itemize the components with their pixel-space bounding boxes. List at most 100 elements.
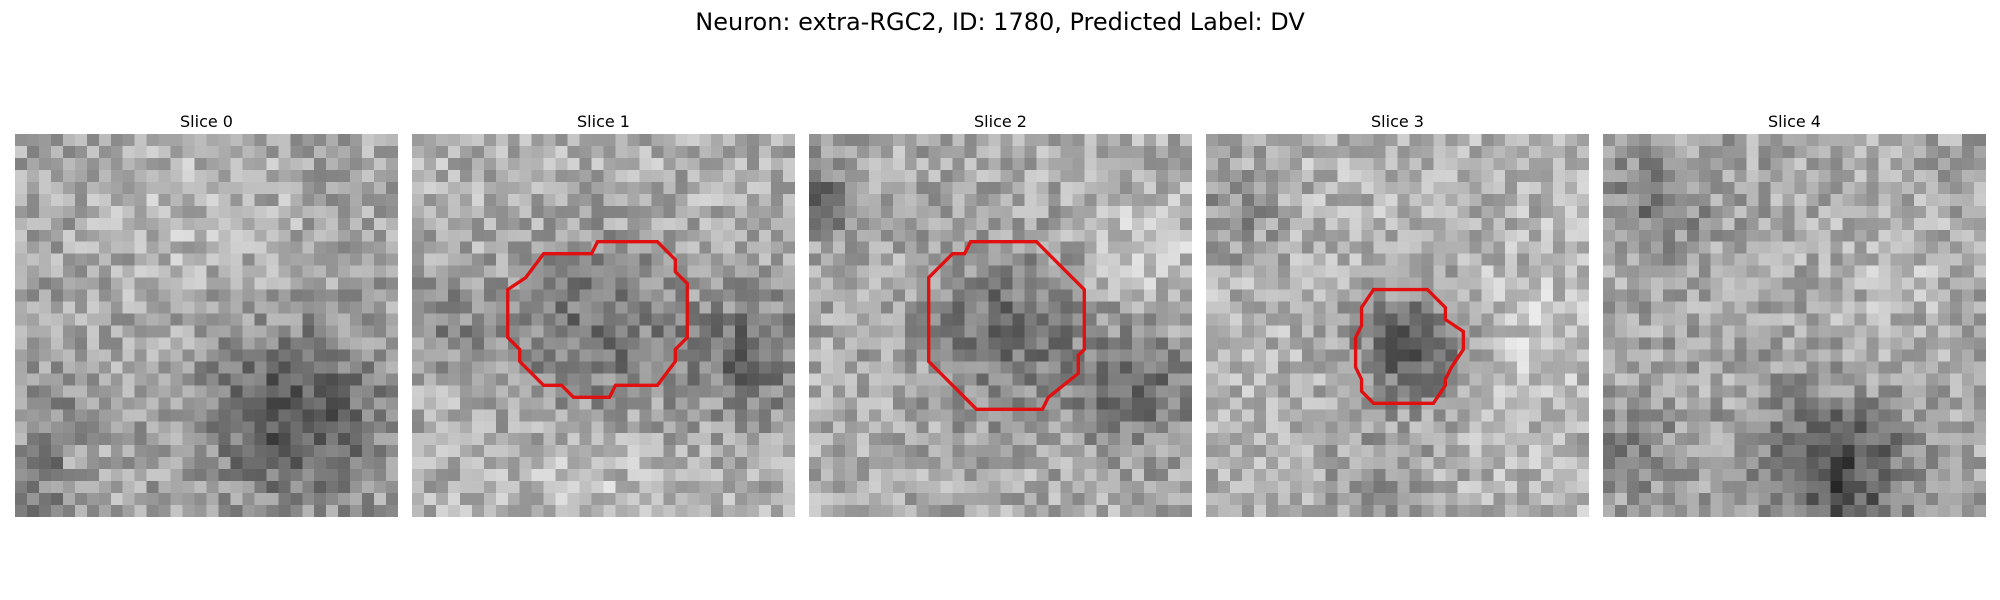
pixel xyxy=(326,457,339,470)
pixel xyxy=(86,169,100,183)
pixel xyxy=(386,169,398,183)
pixel xyxy=(1938,229,1951,242)
pixel xyxy=(1180,457,1192,470)
pixel xyxy=(892,181,905,195)
pixel xyxy=(1638,193,1652,207)
pixel xyxy=(495,289,508,302)
pixel xyxy=(314,373,327,386)
pixel xyxy=(1144,134,1157,147)
pixel xyxy=(1529,181,1542,195)
pixel xyxy=(1265,505,1279,517)
pixel xyxy=(1241,289,1255,302)
pixel xyxy=(1902,313,1915,326)
pixel xyxy=(26,409,40,422)
pixel xyxy=(1842,205,1855,219)
pixel xyxy=(1036,493,1049,506)
pixel xyxy=(1325,493,1338,506)
pixel xyxy=(579,253,592,266)
pixel xyxy=(555,193,568,207)
pixel xyxy=(362,241,375,254)
pixel xyxy=(699,457,712,470)
pixel xyxy=(423,433,437,446)
pixel xyxy=(952,169,965,183)
pixel xyxy=(447,157,461,171)
pixel xyxy=(471,277,485,290)
pixel xyxy=(146,301,159,314)
pixel xyxy=(26,481,40,494)
pixel xyxy=(435,301,449,314)
pixel xyxy=(519,397,532,410)
pixel xyxy=(1265,385,1279,398)
pixel xyxy=(38,241,52,254)
pixel xyxy=(1854,373,1867,386)
pixel xyxy=(868,241,882,254)
pixel xyxy=(1457,433,1470,446)
pixel xyxy=(1469,481,1482,494)
pixel xyxy=(495,337,508,350)
pixel xyxy=(423,469,437,482)
pixel xyxy=(1132,229,1145,242)
pixel xyxy=(1758,265,1771,278)
pixel xyxy=(230,289,243,302)
pixel xyxy=(1603,337,1616,350)
pixel xyxy=(555,289,568,302)
pixel xyxy=(940,385,953,398)
pixel xyxy=(809,349,822,362)
pixel xyxy=(1938,325,1951,338)
pixel xyxy=(1132,385,1145,398)
pixel xyxy=(1409,313,1422,326)
pixel xyxy=(868,181,882,195)
pixel xyxy=(386,134,398,147)
pixel xyxy=(868,289,882,302)
pixel xyxy=(1000,205,1013,219)
pixel xyxy=(783,193,795,207)
pixel xyxy=(483,157,497,171)
pixel xyxy=(1698,134,1711,147)
pixel xyxy=(868,457,882,470)
pixel xyxy=(26,241,40,254)
pixel xyxy=(483,253,497,266)
pixel xyxy=(1758,289,1771,302)
pixel xyxy=(1529,134,1542,147)
pixel xyxy=(338,493,351,506)
pixel xyxy=(1698,445,1711,458)
pixel xyxy=(615,421,628,434)
pixel xyxy=(1505,469,1518,482)
pixel xyxy=(1385,241,1398,254)
pixel xyxy=(699,205,712,219)
pixel xyxy=(1469,325,1482,338)
pixel xyxy=(74,277,88,290)
pixel xyxy=(1206,445,1219,458)
pixel xyxy=(1854,421,1867,434)
pixel xyxy=(1036,361,1049,374)
pixel xyxy=(1962,205,1975,219)
pixel xyxy=(62,469,76,482)
pixel xyxy=(519,134,532,147)
pixel xyxy=(1301,457,1314,470)
pixel xyxy=(1603,385,1616,398)
pixel xyxy=(38,433,52,446)
pixel xyxy=(254,134,267,147)
pixel xyxy=(1253,157,1267,171)
pixel xyxy=(1108,325,1121,338)
pixel xyxy=(1397,505,1410,517)
pixel xyxy=(1854,277,1867,290)
pixel xyxy=(1132,421,1145,434)
pixel xyxy=(1878,397,1891,410)
pixel xyxy=(651,134,664,147)
pixel xyxy=(122,181,135,195)
pixel xyxy=(1206,469,1219,482)
pixel xyxy=(1433,409,1446,422)
pixel xyxy=(386,421,398,434)
pixel xyxy=(134,277,147,290)
pixel xyxy=(1541,157,1554,171)
pixel xyxy=(1469,493,1482,506)
pixel xyxy=(1603,181,1616,195)
pixel xyxy=(783,265,795,278)
pixel xyxy=(206,229,219,242)
pixel xyxy=(1445,205,1458,219)
pixel xyxy=(242,193,255,207)
pixel xyxy=(483,349,497,362)
pixel xyxy=(651,433,664,446)
pixel xyxy=(1132,181,1145,195)
